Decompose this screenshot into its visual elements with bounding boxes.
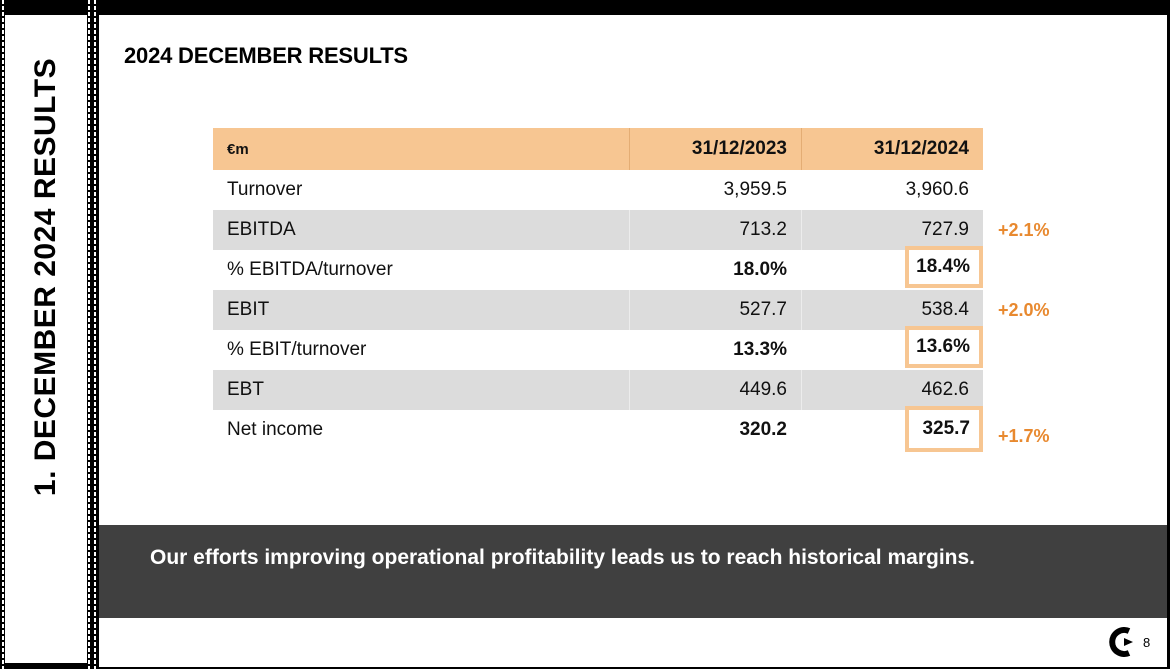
row-label: EBITDA — [227, 219, 296, 240]
row-label: Net income — [227, 419, 324, 440]
value-2023: 13.3% — [733, 339, 787, 360]
highlighted-value-2024: 18.4% — [905, 246, 983, 288]
table-row-ebit: EBIT 527.7 538.4 +2.0% — [213, 290, 1050, 330]
table-header-row: €m 31/12/2023 31/12/2024 — [213, 128, 983, 170]
value-2023: 527.7 — [739, 299, 787, 320]
banner-text: Our efforts improving operational profit… — [150, 546, 975, 569]
column-separator — [629, 128, 630, 170]
sidebar-divider-left — [88, 0, 90, 669]
results-table: €m 31/12/2023 31/12/2024 Turnover 3,959.… — [213, 128, 1050, 452]
table-row-ebit-margin: % EBIT/turnover 13.3% 13.6% — [213, 326, 983, 370]
table-row-ebt: EBT 449.6 462.6 — [213, 370, 983, 410]
row-label: % EBITDA/turnover — [227, 259, 393, 280]
table-row-net-income: Net income 320.2 325.7 +1.7% — [213, 406, 1050, 452]
key-message-banner: Our efforts improving operational profit… — [99, 525, 1167, 618]
table-row-turnover: Turnover 3,959.5 3,960.6 — [213, 170, 983, 210]
column-separator — [629, 290, 630, 330]
value-2024: 727.9 — [921, 219, 969, 240]
left-border-line — [2, 0, 4, 669]
table-row-ebitda: EBITDA 713.2 727.9 +2.1% — [213, 210, 1050, 250]
value-2024: 462.6 — [921, 379, 969, 400]
column-separator — [801, 128, 802, 170]
header-2024: 31/12/2024 — [873, 138, 969, 159]
value-2024: 538.4 — [921, 299, 969, 320]
growth-badge: +1.7% — [998, 425, 1050, 446]
row-label: EBT — [227, 379, 264, 400]
value-2023: 18.0% — [733, 259, 787, 280]
column-separator — [801, 210, 802, 250]
header-unit: €m — [227, 140, 249, 158]
section-title: 1. DECEMBER 2024 RESULTS — [29, 57, 62, 497]
highlighted-value-2024: 13.6% — [905, 326, 983, 368]
sidebar-divider-right — [94, 0, 96, 669]
value-2023: 449.6 — [739, 379, 787, 400]
value-2023: 713.2 — [739, 219, 787, 240]
value-2023: 3,959.5 — [723, 179, 787, 200]
highlighted-value-2024: 325.7 — [905, 406, 983, 452]
slide-content: 2024 DECEMBER RESULTS €m 31/12/2023 31/1… — [99, 15, 1167, 667]
column-separator — [801, 370, 802, 410]
row-label: Turnover — [227, 179, 303, 200]
company-logo-icon — [1109, 627, 1133, 657]
column-separator — [629, 210, 630, 250]
growth-badge: +2.0% — [998, 299, 1050, 320]
page-number: 8 — [1143, 635, 1151, 650]
value-2023: 320.2 — [739, 419, 787, 440]
growth-badge: +2.1% — [998, 219, 1050, 240]
column-separator — [629, 370, 630, 410]
section-sidebar: 1. DECEMBER 2024 RESULTS — [5, 15, 87, 663]
row-label: EBIT — [227, 299, 270, 320]
value-2024: 3,960.6 — [905, 179, 969, 200]
header-2023: 31/12/2023 — [691, 138, 787, 159]
table-row-ebitda-margin: % EBITDA/turnover 18.0% 18.4% — [213, 246, 983, 290]
column-separator — [801, 290, 802, 330]
row-label: % EBIT/turnover — [227, 339, 367, 360]
page-title: 2024 DECEMBER RESULTS — [124, 43, 408, 68]
